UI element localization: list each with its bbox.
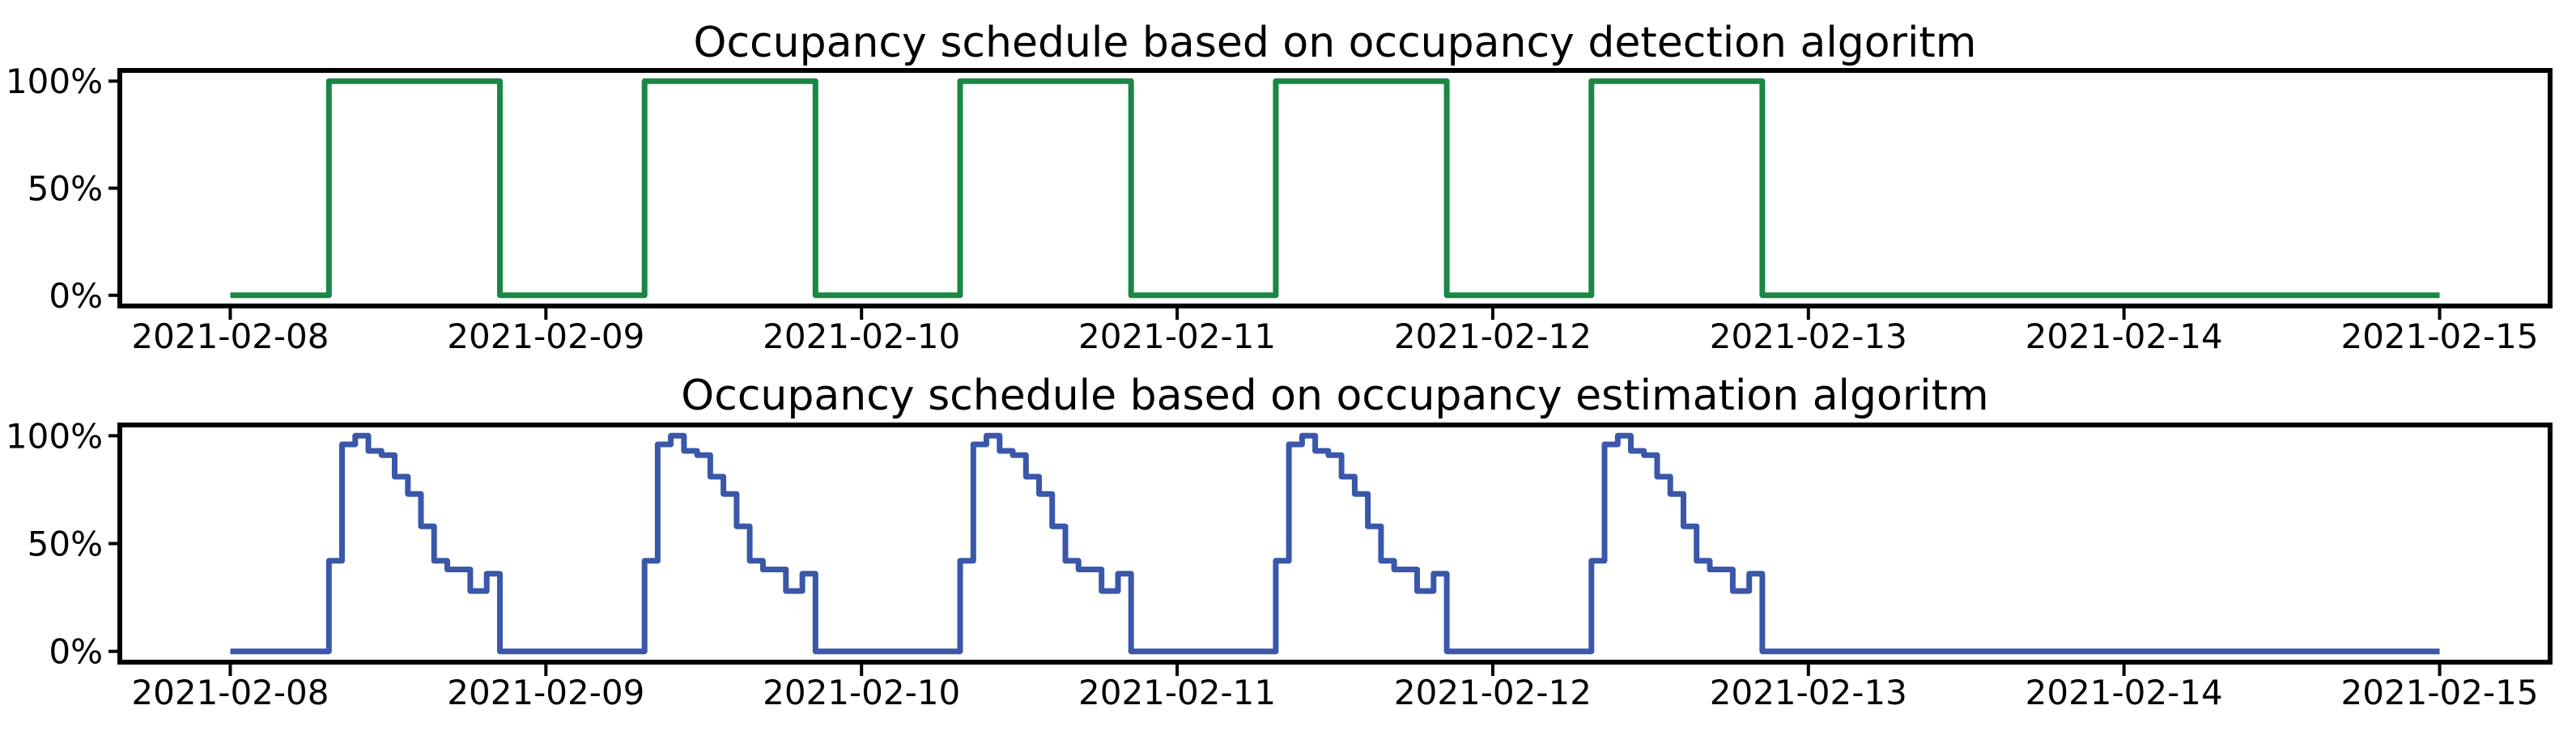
y-tick-label: 0% [49,276,103,316]
detection-chart-title: Occupancy schedule based on occupancy de… [694,19,1977,67]
step-line-detection [230,78,2440,299]
x-tick-label: 2021-02-08 [131,317,329,356]
axes-frame [117,423,2553,665]
y-tick-label: 50% [28,525,103,564]
x-tick-label: 2021-02-12 [1394,317,1592,356]
x-tick-label: 2021-02-11 [1078,673,1276,712]
x-tick-label: 2021-02-13 [1710,673,1907,712]
x-tick-label: 2021-02-11 [1078,317,1276,356]
y-tick-label: 0% [49,632,103,672]
y-tick-label: 100% [6,62,103,101]
axes-frame [117,68,2553,308]
x-tick-label: 2021-02-15 [2340,317,2538,356]
y-tick-label: 100% [6,416,103,456]
x-tick-label: 2021-02-12 [1394,673,1592,712]
x-tick-label: 2021-02-10 [763,673,960,712]
step-line-estimation [230,432,2440,655]
chart-estimation: 2021-02-08 2021-02-09 2021-02-10 2021-02-11… [6,416,2553,712]
x-tick-label: 2021-02-10 [763,317,960,356]
x-tick-label: 2021-02-09 [447,317,644,356]
x-tick-label: 2021-02-13 [1710,317,1907,356]
x-tick-label: 2021-02-14 [2026,673,2223,712]
x-tick-label: 2021-02-08 [131,673,329,712]
x-tick-label: 2021-02-15 [2340,673,2538,712]
y-tick-label: 50% [28,169,103,209]
x-tick-label: 2021-02-14 [2026,317,2223,356]
estimation-chart-title: Occupancy schedule based on occupancy es… [681,372,1988,420]
chart-detection: 2021-02-08 2021-02-09 2021-02-10 2021-02-11… [6,62,2553,356]
x-tick-label: 2021-02-09 [447,673,644,712]
